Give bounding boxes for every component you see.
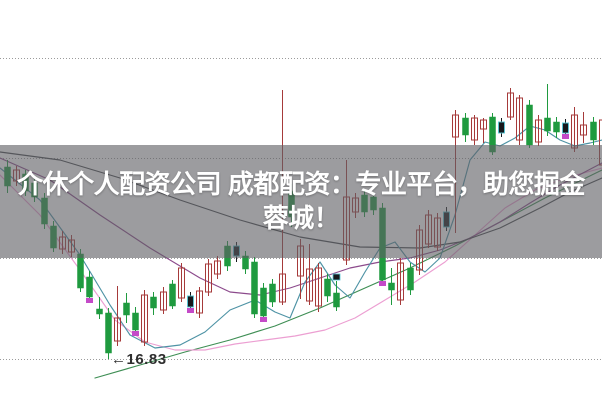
- headline-line-1: 介休个人配资公司 成都配资：专业平台，助您掘金: [17, 169, 585, 199]
- low-price-annotation: ←16.83: [111, 351, 167, 368]
- headline-overlay: 介休个人配资公司 成都配资：专业平台，助您掘金 蓉城！: [0, 145, 602, 258]
- headline-line-2: 蓉城！: [262, 203, 340, 233]
